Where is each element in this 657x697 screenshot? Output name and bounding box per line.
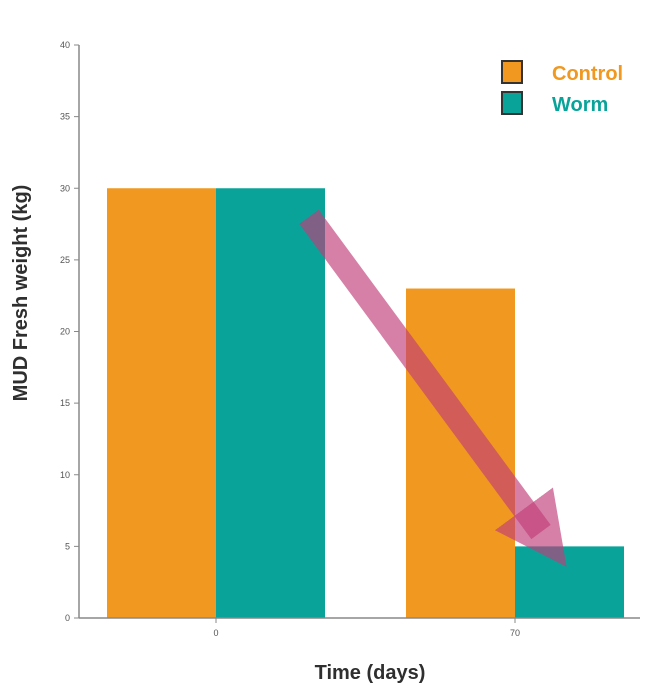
x-ticks: 0 70: [213, 618, 520, 638]
y-tick-label: 40: [60, 40, 70, 50]
bar-control-70: [406, 288, 515, 618]
y-tick-label: 30: [60, 183, 70, 193]
legend-swatch-worm: [501, 91, 523, 115]
y-tick-label: 15: [60, 398, 70, 408]
y-tick-label: 0: [65, 613, 70, 623]
x-tick-label: 70: [510, 628, 520, 638]
bars-layer: [107, 188, 624, 618]
legend-swatch-control: [501, 60, 523, 84]
y-tick-label: 5: [65, 541, 70, 551]
legend-label-control: Control: [552, 63, 623, 85]
legend-label-worm: Worm: [552, 94, 608, 116]
y-tick-label: 10: [60, 470, 70, 480]
bar-worm-0: [216, 188, 325, 618]
y-axis-title: MUD Fresh weight (kg): [10, 185, 32, 402]
bar-worm-70: [515, 546, 624, 618]
y-tick-label: 25: [60, 255, 70, 265]
y-tick-label: 35: [60, 112, 70, 122]
trend-arrow: [299, 209, 567, 567]
x-axis-title: Time (days): [315, 662, 426, 684]
annotation-layer: [299, 209, 567, 567]
legend: Control Worm: [501, 60, 623, 116]
y-tick-label: 20: [60, 327, 70, 337]
x-tick-label: 0: [213, 628, 218, 638]
y-ticks: 0 5 10 15 20 25 30 35 40: [60, 40, 79, 623]
bar-control-0: [107, 188, 216, 618]
